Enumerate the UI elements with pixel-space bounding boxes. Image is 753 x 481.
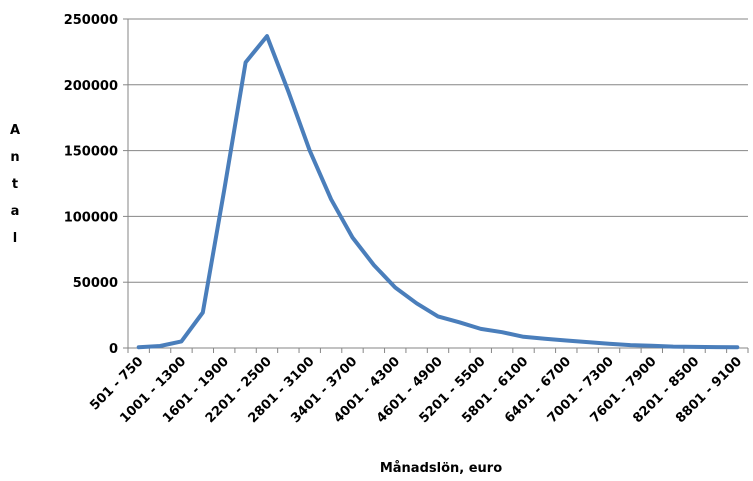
series-line bbox=[136, 34, 740, 350]
y-tick-label: 200000 bbox=[64, 79, 118, 94]
y-tick-label: 250000 bbox=[64, 13, 118, 28]
y-axis-label-char: l bbox=[13, 231, 17, 246]
y-axis-ticks: 0 50000 100000 150000 200000 250000 bbox=[64, 13, 128, 357]
gridlines bbox=[128, 18, 748, 283]
y-axis-label-char: a bbox=[11, 204, 20, 219]
y-tick-label: 50000 bbox=[73, 276, 118, 291]
y-tick-label: 100000 bbox=[64, 210, 118, 225]
y-tick-label: 0 bbox=[109, 342, 118, 357]
y-tick-label: 150000 bbox=[64, 145, 118, 160]
y-axis-label-char: A bbox=[10, 123, 20, 138]
x-axis-label: Månadslön, euro bbox=[380, 461, 502, 476]
y-axis-label-char: t bbox=[12, 177, 18, 192]
y-axis-label-char: n bbox=[10, 150, 19, 165]
